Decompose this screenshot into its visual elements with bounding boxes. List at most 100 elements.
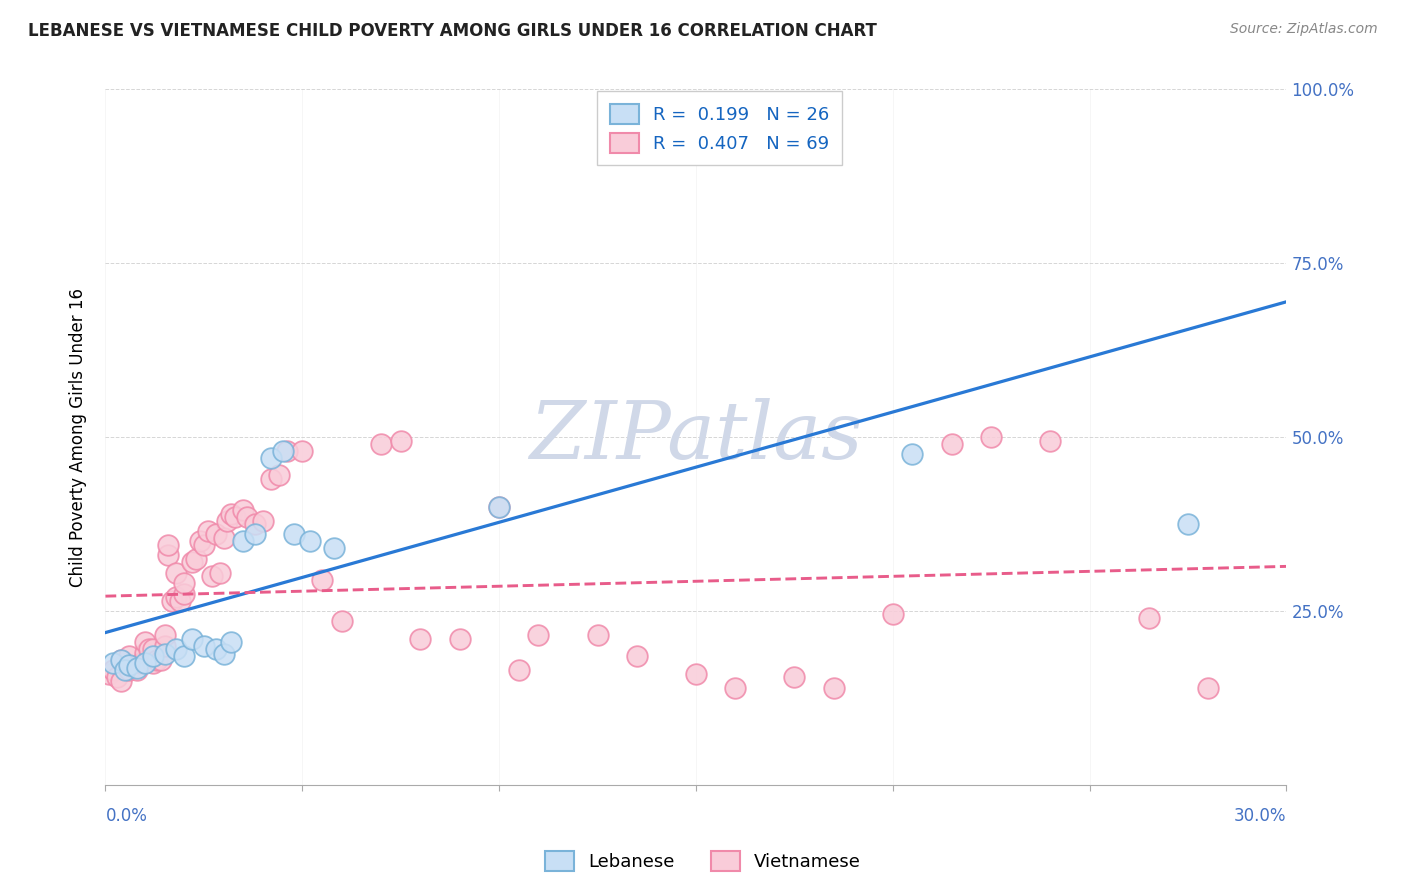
Point [389,434,412,448]
Point [260,450,283,465]
Point [110,653,132,667]
Point [260,472,283,486]
Point [276,444,298,458]
Y-axis label: Child Poverty Among Girls Under 16: Child Poverty Among Girls Under 16 [69,287,87,587]
Point [221,507,243,521]
Point [508,663,530,677]
Point [114,657,136,671]
Point [165,590,187,604]
Point [153,647,176,661]
Point [125,661,148,675]
Point [129,657,152,671]
Point [103,663,125,677]
Text: Source: ZipAtlas.com: Source: ZipAtlas.com [1230,22,1378,37]
Point [162,593,184,607]
Point [685,666,707,681]
Point [409,632,432,646]
Point [212,531,235,545]
Point [243,516,266,531]
Point [322,541,344,556]
Point [217,514,239,528]
Point [783,670,806,684]
Point [134,646,156,660]
Point [232,503,254,517]
Point [488,500,510,514]
Point [110,673,132,688]
Point [645,103,668,117]
Point [724,681,747,695]
Point [208,566,231,580]
Point [105,670,128,684]
Point [204,527,226,541]
Point [236,510,259,524]
Point [1137,611,1160,625]
Point [586,628,609,642]
Point [103,657,125,671]
Point [149,653,172,667]
Point [488,500,510,514]
Point [283,527,305,541]
Point [271,444,294,458]
Text: ZIPatlas: ZIPatlas [529,399,863,475]
Text: 0.0%: 0.0% [105,807,148,825]
Point [134,657,156,671]
Point [118,649,141,664]
Point [181,555,204,569]
Point [110,653,132,667]
Point [157,538,180,552]
Point [153,628,176,642]
Point [882,607,904,622]
Point [142,642,165,657]
Point [173,576,195,591]
Point [193,639,215,653]
Point [224,510,246,524]
Point [181,632,204,646]
Point [252,514,274,528]
Point [941,437,963,451]
Point [267,468,290,483]
Text: LEBANESE VS VIETNAMESE CHILD POVERTY AMONG GIRLS UNDER 16 CORRELATION CHART: LEBANESE VS VIETNAMESE CHILD POVERTY AMO… [28,22,877,40]
Point [370,437,392,451]
Point [114,663,136,677]
Point [291,444,314,458]
Point [626,649,648,664]
Point [197,524,219,538]
Legend: R =  0.199   N = 26, R =  0.407   N = 69: R = 0.199 N = 26, R = 0.407 N = 69 [598,91,842,165]
Point [125,663,148,677]
Point [145,653,167,667]
Point [122,659,145,673]
Point [243,527,266,541]
Point [173,587,195,601]
Point [193,538,215,552]
Point [232,534,254,549]
Point [1039,434,1062,448]
Point [142,657,165,671]
Text: 30.0%: 30.0% [1234,807,1286,825]
Point [165,566,187,580]
Point [311,573,333,587]
Point [134,635,156,649]
Point [184,551,207,566]
Point [118,658,141,673]
Point [1177,516,1199,531]
Point [299,534,322,549]
Point [527,628,550,642]
Point [204,642,226,657]
Point [118,663,141,677]
Legend: Lebanese, Vietnamese: Lebanese, Vietnamese [537,844,869,879]
Point [98,666,121,681]
Point [142,649,165,664]
Point [188,534,211,549]
Point [165,642,187,657]
Point [330,615,353,629]
Point [157,549,180,563]
Point [201,569,224,583]
Point [153,639,176,653]
Point [1197,681,1219,695]
Point [449,632,471,646]
Point [823,681,845,695]
Point [221,635,243,649]
Point [212,647,235,661]
Point [980,430,1002,444]
Point [173,649,195,664]
